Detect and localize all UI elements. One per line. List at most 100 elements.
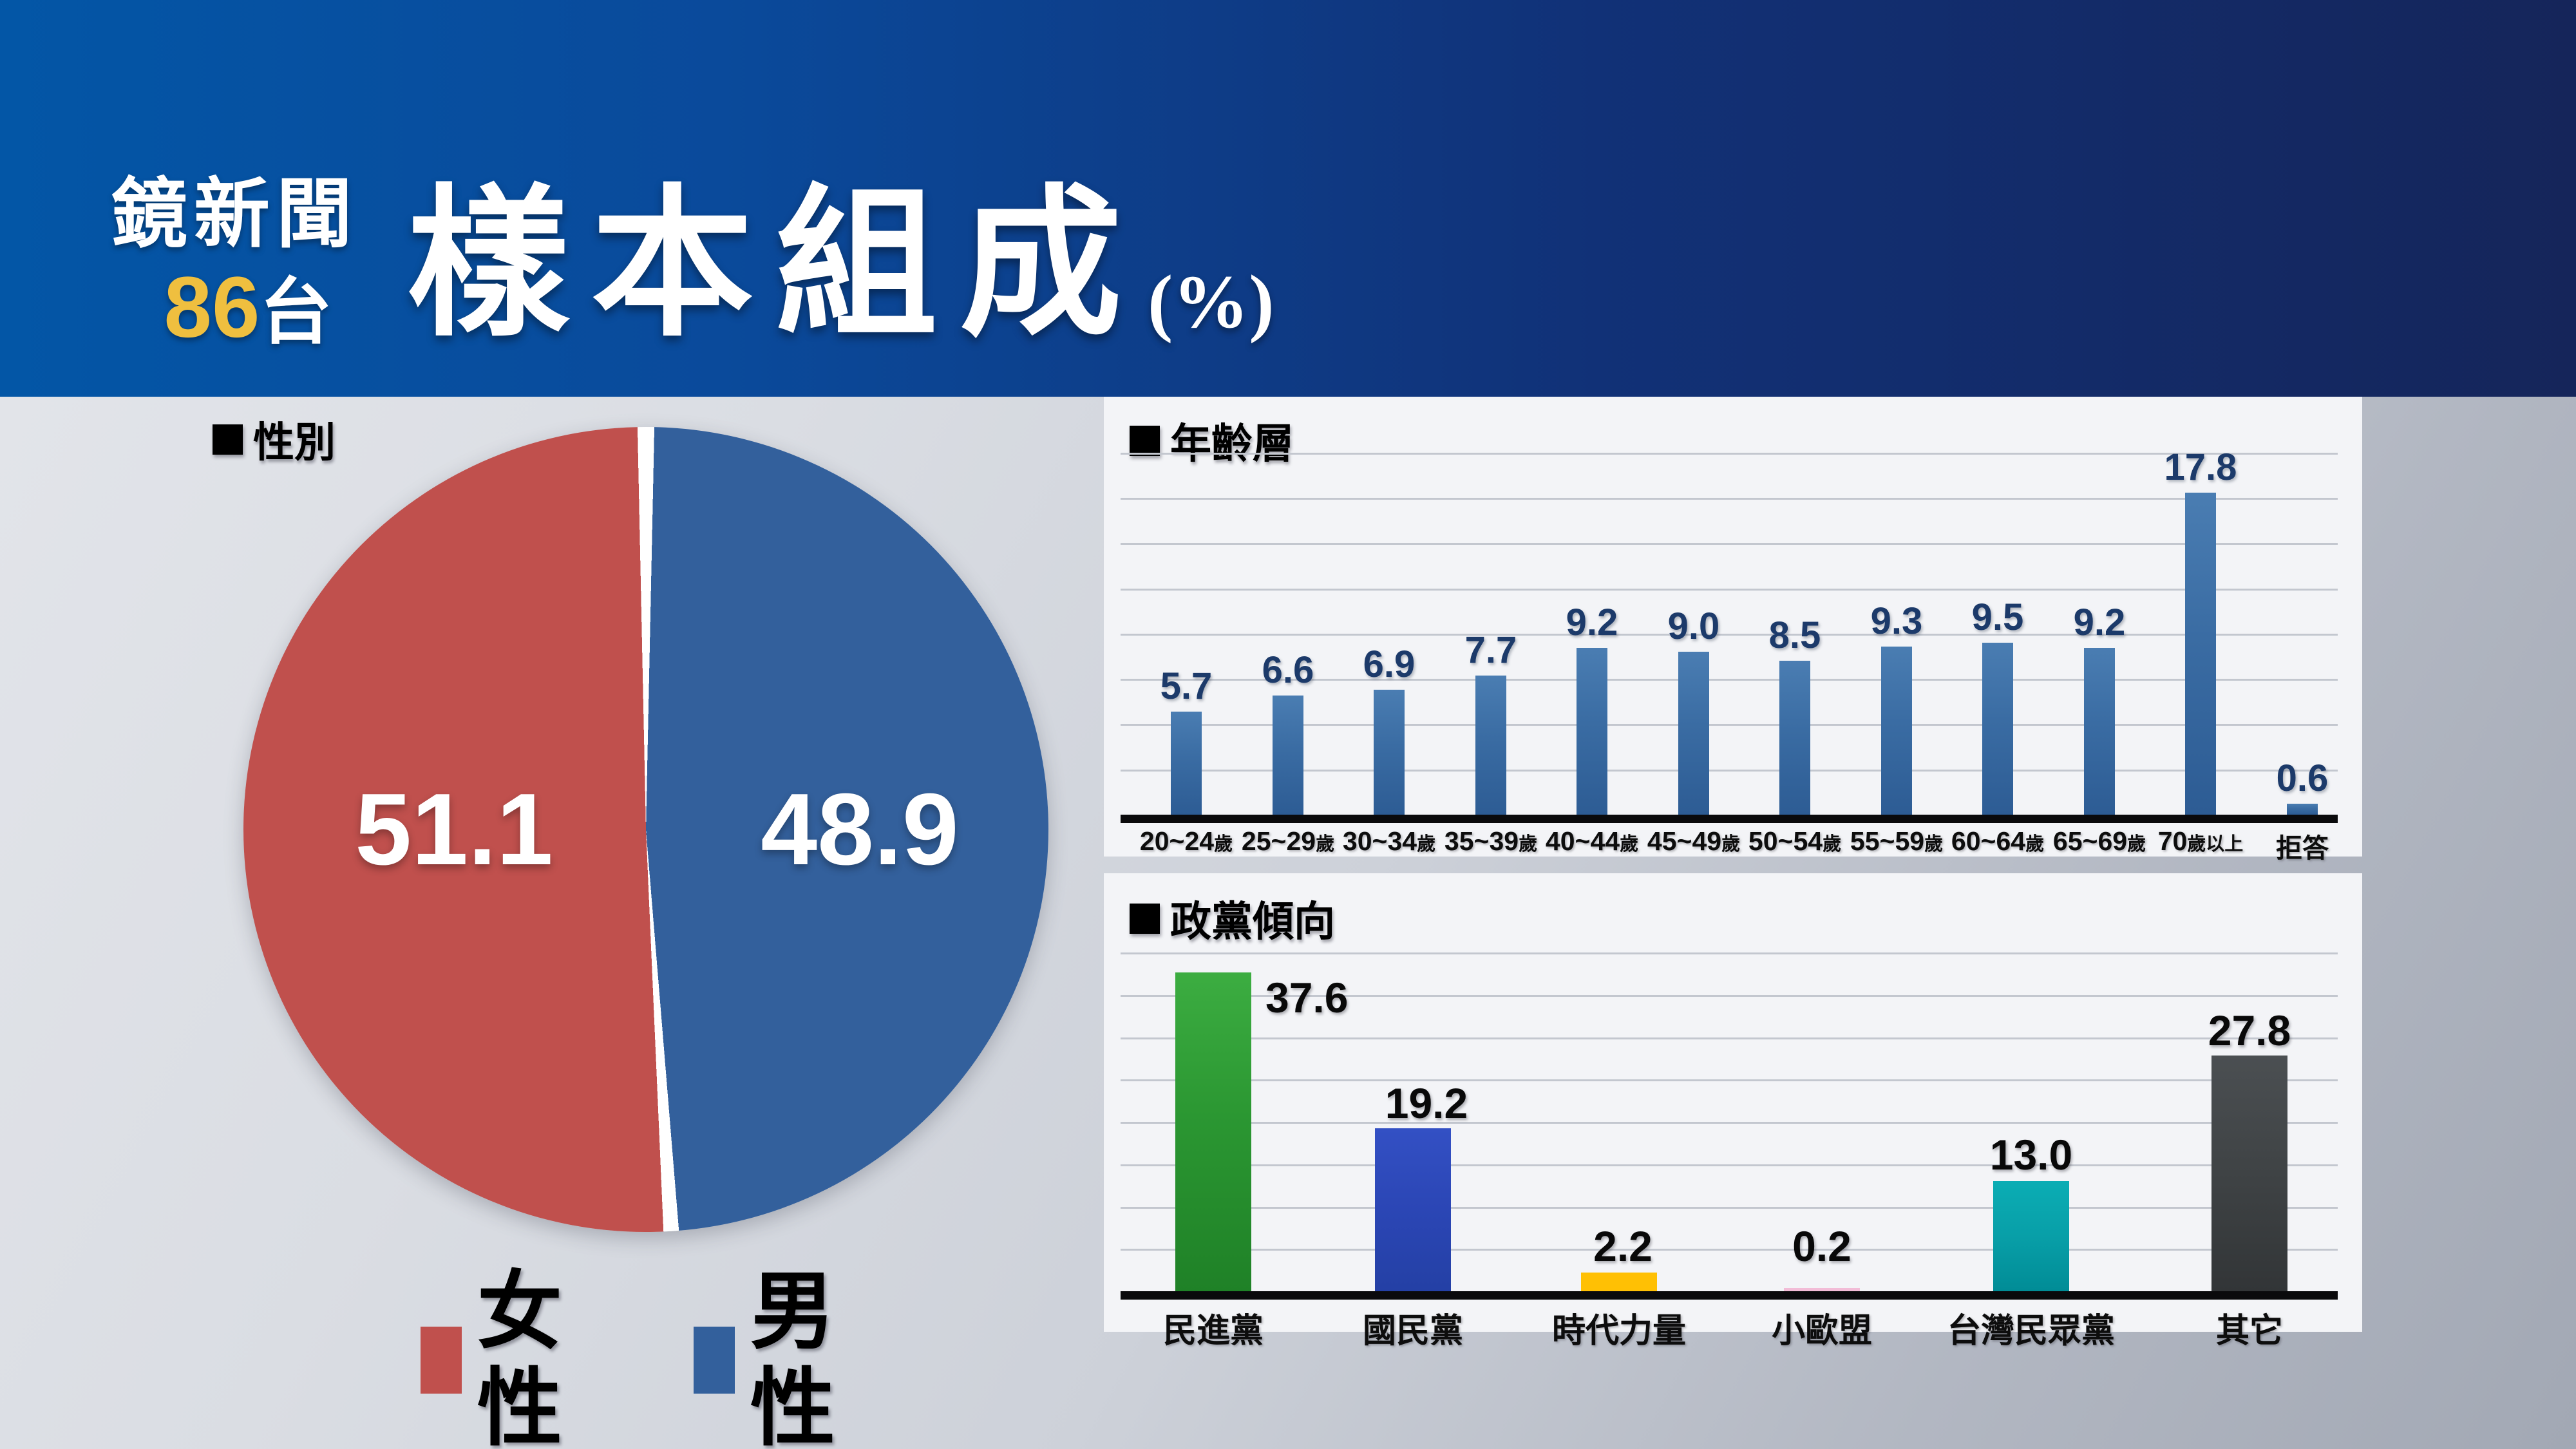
gender-section-title: 性別 [213, 410, 336, 469]
age-x-label: 40~44歲 [1545, 826, 1639, 856]
party-bar-dpp [1175, 972, 1251, 1291]
party-gridline [1121, 1037, 2338, 1039]
age-bar-value: 17.8 [2164, 446, 2237, 488]
party-x-label: 時代力量 [1551, 1312, 1686, 1350]
age-chart-panel: 年齡層 [1104, 397, 2362, 857]
pie-value-male: 48.9 [761, 773, 959, 886]
age-bar [1171, 712, 1202, 815]
header-banner: 鏡新聞 86台 樣本組成 (%) [0, 0, 2576, 397]
page-title: 樣本組成 [407, 175, 1144, 355]
party-bar-tpp [1993, 1181, 2069, 1291]
party-gridline [1121, 1249, 2338, 1251]
party-x-axis [1121, 1291, 2338, 1300]
channel-number-line: 86台 [93, 263, 402, 357]
party-bar-value: 27.8 [2208, 1007, 2291, 1054]
female-legend-label: 女性 [477, 1264, 562, 1449]
party-title-label: 政黨傾向 [1170, 898, 1335, 945]
age-gridline [1121, 724, 2338, 726]
age-x-label: 35~39歲 [1444, 826, 1538, 856]
party-bar-value: 37.6 [1265, 974, 1349, 1021]
party-gridline [1121, 1207, 2338, 1209]
age-bar [2084, 648, 2115, 815]
party-bar-obasang [1784, 1288, 1860, 1291]
age-section-title: 年齡層 [1130, 411, 1294, 470]
party-bar-npp [1581, 1273, 1657, 1291]
party-x-label: 台灣民眾黨 [1947, 1312, 2115, 1350]
party-bar-value: 2.2 [1593, 1222, 1653, 1270]
age-bar-value: 7.7 [1464, 629, 1517, 671]
age-bar [1475, 676, 1506, 815]
age-bar-value: 5.7 [1160, 665, 1213, 707]
party-x-label: 小歐盟 [1771, 1312, 1872, 1350]
age-x-label: 30~34歲 [1342, 826, 1436, 856]
title-unit: (%) [1148, 260, 1274, 344]
age-gridline [1121, 770, 2338, 772]
age-x-label: 20~24歲 [1139, 826, 1233, 856]
party-bar-value: 0.2 [1792, 1222, 1852, 1270]
age-bar [1779, 661, 1810, 815]
party-bar-kmt [1375, 1128, 1451, 1291]
age-bar [2185, 493, 2216, 815]
age-x-label: 50~54歲 [1748, 826, 1842, 856]
male-legend-label: 男性 [750, 1264, 835, 1449]
pie-value-female: 51.1 [355, 773, 553, 886]
age-bar-value: 9.3 [1870, 600, 1923, 642]
party-gridline [1121, 995, 2338, 997]
party-x-label: 國民黨 [1362, 1312, 1463, 1350]
party-gridline [1121, 952, 2338, 954]
channel-suffix: 台 [260, 272, 332, 352]
female-swatch-icon [421, 1327, 462, 1394]
male-swatch-icon [694, 1327, 735, 1394]
title-row: 樣本組成 (%) [407, 169, 1274, 362]
channel-name: 鏡新聞 [111, 172, 359, 257]
age-x-label: 25~29歲 [1241, 826, 1335, 856]
party-gridline [1121, 1079, 2338, 1081]
gender-pie-chart [243, 427, 1048, 1232]
party-chart-panel: 政黨傾向 [1104, 873, 2362, 1332]
age-bar-value: 9.0 [1667, 605, 1720, 647]
square-bullet-icon [213, 424, 243, 455]
age-bar [1881, 647, 1912, 815]
age-bar-value: 8.5 [1768, 614, 1821, 656]
age-x-label: 拒答 [2276, 833, 2329, 863]
gender-legend: 女性 男性 [421, 1264, 910, 1449]
party-x-label: 其它 [2215, 1312, 2283, 1350]
age-gridline [1121, 498, 2338, 500]
party-x-label: 民進黨 [1162, 1312, 1264, 1350]
age-gridline [1121, 679, 2338, 681]
square-bullet-icon [1130, 425, 1160, 456]
age-gridline [1121, 453, 2338, 455]
age-bar [2287, 804, 2318, 815]
age-x-label: 70歲以上 [2157, 826, 2244, 856]
age-bar [1678, 652, 1709, 815]
age-title-label: 年齡層 [1170, 421, 1294, 467]
age-bar [1577, 648, 1607, 815]
age-bar [1374, 690, 1405, 815]
age-bar-value: 9.2 [2073, 601, 2126, 643]
channel-logo: 鏡新聞 86台 [68, 166, 402, 357]
age-bar-value: 9.5 [1971, 596, 2024, 638]
age-bar [1273, 696, 1303, 815]
age-bar-value: 6.6 [1262, 649, 1314, 691]
age-gridline [1121, 589, 2338, 591]
age-x-label: 65~69歲 [2052, 826, 2146, 856]
square-bullet-icon [1130, 903, 1160, 934]
gender-title-label: 性別 [253, 419, 336, 466]
party-bar-value: 19.2 [1385, 1079, 1468, 1127]
age-bar-value: 9.2 [1566, 601, 1618, 643]
age-bar-value: 0.6 [2276, 757, 2329, 799]
age-x-label: 60~64歲 [1951, 826, 2045, 856]
age-gridline [1121, 634, 2338, 636]
age-gridline [1121, 543, 2338, 545]
party-section-title: 政黨傾向 [1130, 889, 1335, 948]
age-x-axis [1121, 815, 2338, 823]
party-bar-value: 13.0 [1989, 1131, 2073, 1179]
age-bar-value: 6.9 [1363, 643, 1416, 685]
age-x-label: 45~49歲 [1647, 826, 1741, 856]
party-gridline [1121, 1164, 2338, 1166]
party-gridline [1121, 1122, 2338, 1124]
party-bar-other [2211, 1056, 2287, 1291]
channel-number: 86 [164, 260, 260, 355]
age-x-label: 55~59歲 [1850, 826, 1944, 856]
